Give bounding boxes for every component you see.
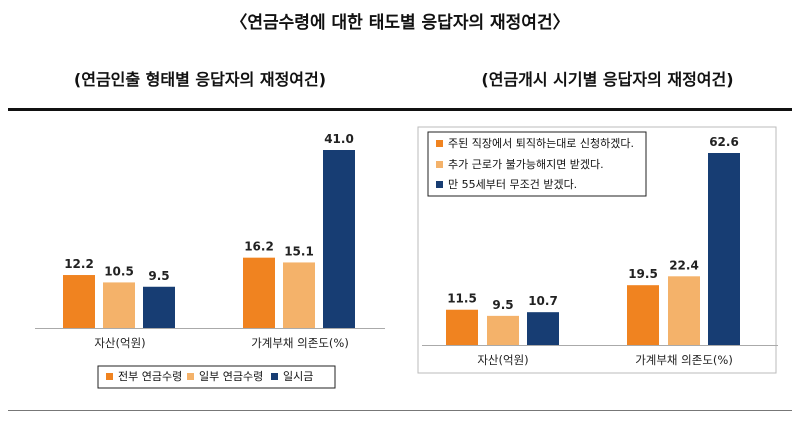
right-chart-frame <box>417 126 777 374</box>
right-bar-value-0-0: 11.5 <box>447 292 477 306</box>
right-legend-label-2: 만 55세부터 무조건 받겠다. <box>448 178 577 191</box>
right-bar-value-0-2: 10.7 <box>528 294 558 308</box>
left-bar-value-1-1: 15.1 <box>284 244 314 258</box>
left-legend-label-2: 일시금 <box>283 369 313 383</box>
left-bar-1-0 <box>243 257 275 328</box>
right-chart-title: (연금개시 시기별 응답자의 재정여건) <box>481 70 734 89</box>
right-bar-1-2 <box>708 153 740 345</box>
left-bar-1-1 <box>283 262 315 328</box>
left-bar-0-0 <box>63 275 95 328</box>
left-legend-box <box>97 365 336 389</box>
right-bar-0-0 <box>446 309 478 345</box>
left-legend-swatch-0 <box>106 373 113 380</box>
left-bar-value-0-2: 9.5 <box>148 269 169 283</box>
left-bar-value-0-0: 12.2 <box>64 257 94 271</box>
right-bar-value-1-2: 62.6 <box>709 135 739 149</box>
right-bar-0-1 <box>487 315 519 345</box>
left-legend-label-1: 일부 연금수령 <box>199 369 263 383</box>
main-title: 〈연금수령에 대한 태도별 응답자의 재정여건〉 <box>230 13 570 33</box>
right-legend-swatch-1 <box>436 161 443 168</box>
right-bar-value-0-1: 9.5 <box>492 298 513 312</box>
right-bar-1-1 <box>668 276 700 345</box>
left-bar-value-1-0: 16.2 <box>244 240 274 254</box>
right-bar-0-2 <box>527 312 559 345</box>
right-legend-swatch-2 <box>436 181 443 188</box>
right-legend-label-0: 주된 직장에서 퇴직하는대로 신청하겠다. <box>448 136 634 150</box>
left-legend-swatch-1 <box>187 373 194 380</box>
left-chart-title: (연금인출 형태별 응답자의 재정여건) <box>73 70 327 89</box>
bottom-divider <box>8 410 792 411</box>
right-category-label-1: 가계부채 의존도(%) <box>635 353 733 367</box>
left-category-label-0: 자산(억원) <box>94 336 145 350</box>
right-legend-label-1: 추가 근로가 불가능해지면 받겠다. <box>448 157 604 171</box>
left-bar-value-0-1: 10.5 <box>104 264 134 278</box>
right-legend-swatch-0 <box>436 140 443 147</box>
right-legend-box <box>427 131 647 197</box>
left-bar-0-2 <box>143 286 175 328</box>
left-category-label-1: 가계부채 의존도(%) <box>251 336 349 350</box>
top-divider <box>8 108 792 111</box>
left-bar-0-1 <box>103 282 135 328</box>
right-category-label-0: 자산(억원) <box>477 353 528 367</box>
right-bar-value-1-1: 22.4 <box>669 258 699 272</box>
left-legend-label-0: 전부 연금수령 <box>118 370 182 383</box>
left-bar-value-1-2: 41.0 <box>324 132 354 146</box>
left-legend-swatch-2 <box>271 373 278 380</box>
left-bar-1-2 <box>323 150 355 328</box>
right-bar-value-1-0: 19.5 <box>628 267 658 281</box>
right-bar-1-0 <box>627 285 659 345</box>
